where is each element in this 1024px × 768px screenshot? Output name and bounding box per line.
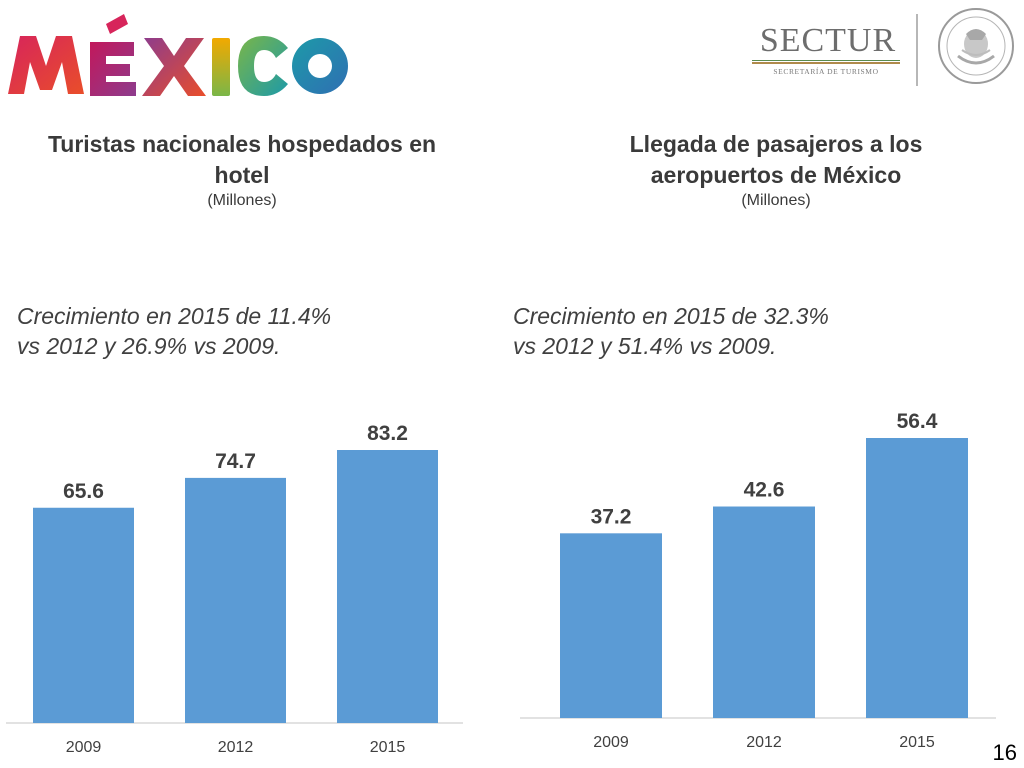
left-bar-2009 (33, 507, 134, 723)
left-title-line1: Turistas nacionales hospedados en (47, 131, 437, 157)
right-value-label: 56.4 (897, 410, 938, 433)
right-value-label: 42.6 (744, 479, 785, 502)
sectur-logo: SECTUR SECRETARÍA DE TURISMO (752, 22, 902, 84)
left-chart-unit: (Millones) (207, 192, 277, 209)
right-bar-2015 (866, 438, 968, 718)
left-value-label: 65.6 (63, 480, 104, 503)
header-divider (916, 14, 918, 86)
right-tick-label: 2009 (593, 734, 629, 751)
left-bar-2015 (337, 450, 438, 723)
right-value-label: 37.2 (591, 505, 632, 528)
sectur-rule (752, 62, 900, 64)
right-bar-2009 (560, 533, 662, 718)
mexico-logo (8, 14, 348, 96)
national-seal-icon (938, 8, 1014, 84)
page-number: 16 (992, 740, 1017, 765)
right-bar-2012 (713, 506, 815, 718)
left-value-label: 74.7 (215, 450, 256, 473)
left-tick-label: 2009 (66, 739, 102, 756)
left-chart-title: Turistas nacionales hospedados en hotel (20, 129, 464, 191)
right-tick-label: 2015 (899, 734, 935, 751)
right-chart-title: Llegada de pasajeros a los aeropuertos d… (536, 129, 1016, 191)
right-chart-unit: (Millones) (741, 192, 811, 209)
left-tick-label: 2012 (218, 739, 254, 756)
left-growth-note: Crecimiento en 2015 de 11.4% vs 2012 y 2… (17, 303, 332, 359)
sectur-wordmark: SECTUR (759, 22, 897, 59)
sectur-subtitle: SECRETARÍA DE TURISMO (773, 67, 879, 76)
right-title-line1: Llegada de pasajeros a los (629, 131, 923, 157)
sectur-rule-green (752, 60, 900, 61)
left-bar-2012 (185, 477, 286, 723)
left-value-label: 83.2 (367, 422, 408, 445)
right-tick-label: 2012 (746, 734, 782, 751)
left-title-line2: hotel (214, 162, 270, 188)
right-title-line2: aeropuertos de México (650, 162, 902, 188)
right-growth-note: Crecimiento en 2015 de 32.3% vs 2012 y 5… (513, 303, 829, 359)
left-tick-label: 2015 (370, 739, 406, 756)
